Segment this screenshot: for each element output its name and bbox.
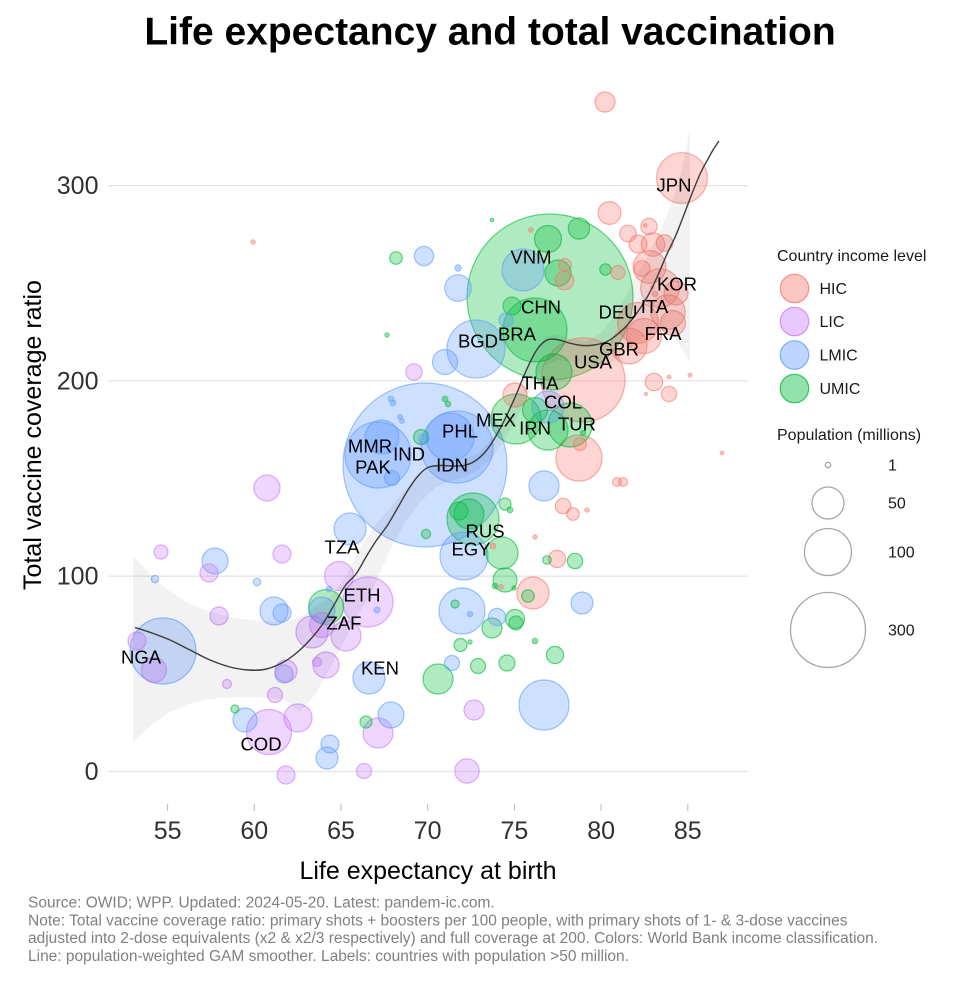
svg-text:TUR: TUR [558, 414, 596, 435]
svg-text:COD: COD [240, 734, 281, 755]
svg-text:LMIC: LMIC [820, 348, 858, 365]
svg-text:ITA: ITA [641, 296, 669, 317]
svg-text:JPN: JPN [657, 175, 692, 196]
svg-text:70: 70 [414, 817, 442, 845]
svg-text:HIC: HIC [820, 281, 848, 298]
svg-text:VNM: VNM [510, 247, 551, 268]
svg-text:EGY: EGY [451, 539, 490, 560]
svg-text:FRA: FRA [645, 323, 683, 344]
svg-text:55: 55 [154, 817, 182, 845]
svg-text:Total vaccine coverage ratio: Total vaccine coverage ratio [19, 280, 47, 590]
svg-text:THA: THA [522, 373, 560, 394]
svg-text:Life expectancy and total vacc: Life expectancy and total vaccination [144, 11, 835, 54]
svg-text:Country income level: Country income level [777, 248, 926, 265]
svg-text:0: 0 [85, 758, 99, 786]
svg-text:1: 1 [888, 458, 897, 475]
svg-text:200: 200 [57, 367, 99, 395]
svg-text:DEU: DEU [598, 302, 637, 323]
svg-text:80: 80 [587, 817, 615, 845]
svg-text:TZA: TZA [325, 537, 361, 558]
svg-text:CHN: CHN [521, 297, 561, 318]
svg-text:UMIC: UMIC [820, 381, 861, 398]
svg-text:MEX: MEX [476, 410, 516, 431]
svg-text:IRN: IRN [519, 418, 551, 439]
svg-text:IDN: IDN [436, 455, 468, 476]
svg-text:75: 75 [500, 817, 528, 845]
svg-text:LIC: LIC [820, 314, 845, 331]
svg-text:PAK: PAK [355, 457, 391, 478]
svg-text:60: 60 [240, 817, 268, 845]
svg-text:Population (millions): Population (millions) [777, 427, 921, 444]
svg-text:Note: Total vaccine coverage r: Note: Total vaccine coverage ratio: prim… [28, 912, 848, 929]
svg-text:GBR: GBR [599, 339, 639, 360]
svg-text:RUS: RUS [465, 521, 504, 542]
svg-text:ETH: ETH [344, 585, 381, 606]
svg-text:IND: IND [393, 444, 425, 465]
svg-text:COL: COL [544, 392, 582, 413]
svg-text:100: 100 [888, 545, 915, 562]
svg-text:KEN: KEN [361, 658, 399, 679]
svg-text:ZAF: ZAF [327, 613, 362, 634]
svg-text:BGD: BGD [458, 331, 498, 352]
svg-text:50: 50 [888, 496, 906, 513]
svg-text:300: 300 [57, 172, 99, 200]
svg-text:MMR: MMR [348, 436, 392, 457]
svg-text:USA: USA [574, 352, 613, 373]
svg-text:100: 100 [57, 563, 99, 591]
svg-text:65: 65 [327, 817, 355, 845]
svg-text:PHL: PHL [442, 421, 478, 442]
svg-text:Life expectancy at birth: Life expectancy at birth [299, 857, 556, 885]
svg-text:300: 300 [888, 623, 915, 640]
svg-text:adjusted into 2-dose equivalen: adjusted into 2-dose equivalents (x2 & x… [28, 930, 878, 947]
svg-text:KOR: KOR [657, 274, 697, 295]
svg-text:85: 85 [674, 817, 702, 845]
svg-text:Source: OWID; WPP. Updated: 20: Source: OWID; WPP. Updated: 2024-05-20. … [28, 895, 495, 912]
svg-text:BRA: BRA [498, 324, 537, 345]
svg-text:NGA: NGA [121, 647, 162, 668]
svg-text:Line: population-weighted GAM: Line: population-weighted GAM smoother. … [28, 948, 629, 965]
